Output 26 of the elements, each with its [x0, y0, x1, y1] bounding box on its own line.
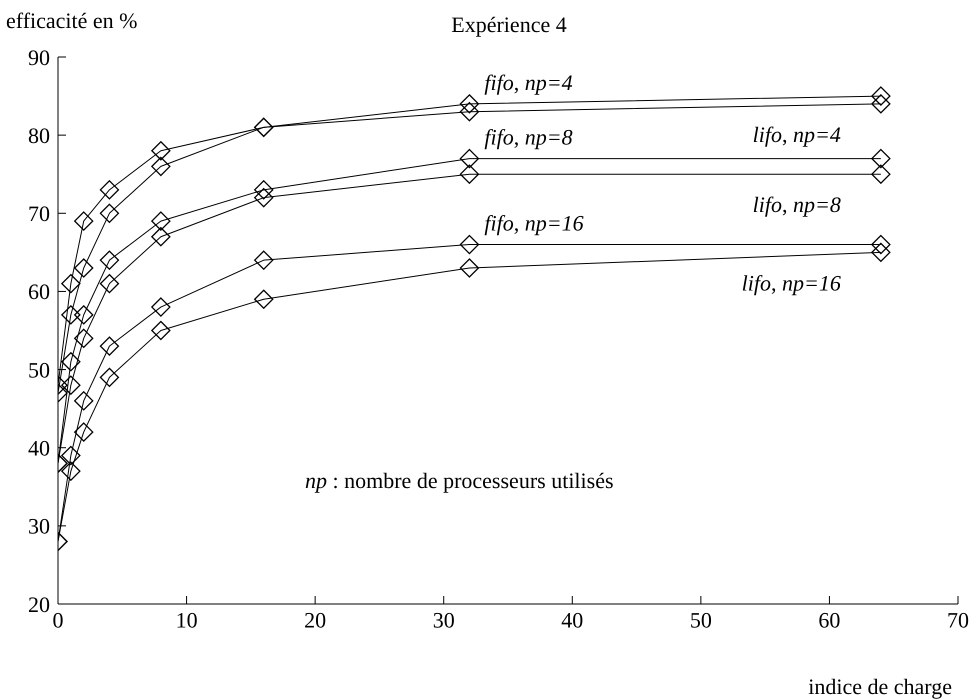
y-tick-label: 20 [28, 592, 50, 617]
y-tick-label: 70 [28, 201, 50, 226]
x-tick-label: 70 [947, 608, 969, 633]
y-tick-label: 30 [28, 514, 50, 539]
y-axis-title: efficacité en % [6, 8, 138, 34]
x-axis-title: indice de charge [808, 674, 952, 699]
series-label: lifo, np=8 [752, 192, 841, 218]
series-label: fifo, np=4 [484, 70, 573, 95]
y-tick-label: 60 [28, 279, 50, 304]
y-tick-label: 50 [28, 357, 50, 382]
x-tick-label: 20 [304, 608, 326, 633]
x-tick-label: 0 [52, 608, 64, 633]
x-tick-label: 60 [818, 608, 840, 633]
x-tick-label: 10 [176, 608, 198, 633]
series-label: fifo, np=16 [484, 210, 584, 236]
chart-title: Expérience 4 [451, 12, 567, 37]
y-tick-label: 90 [28, 44, 50, 70]
annotation: np : nombre de processeurs utilisés [305, 468, 614, 494]
x-tick-label: 40 [561, 608, 584, 633]
y-tick-label: 40 [28, 436, 50, 461]
series-label: lifo, np=16 [742, 270, 841, 296]
series-label: lifo, np=4 [752, 122, 841, 147]
x-tick-label: 50 [690, 608, 712, 633]
series-label: fifo, np=8 [484, 124, 573, 150]
x-tick-label: 30 [432, 608, 455, 633]
y-tick-label: 80 [28, 122, 50, 148]
